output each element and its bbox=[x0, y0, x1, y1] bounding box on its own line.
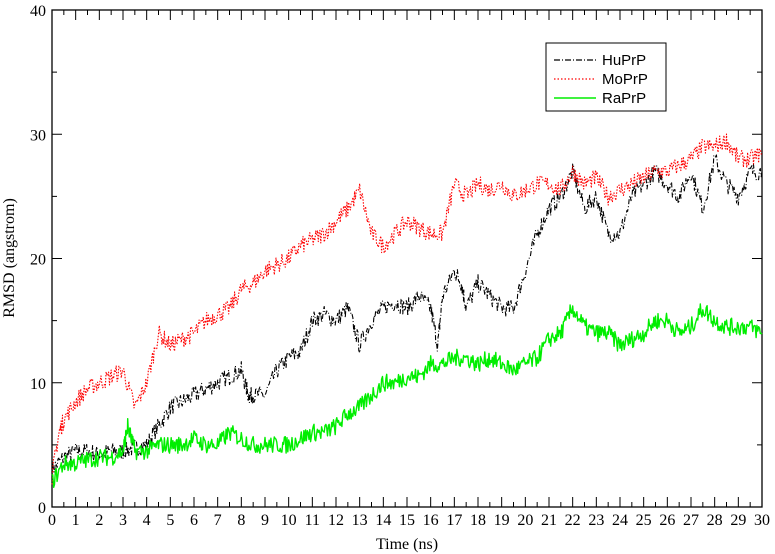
x-tick-label: 9 bbox=[261, 512, 269, 529]
x-tick-label: 16 bbox=[423, 512, 439, 529]
y-tick-label: 20 bbox=[30, 252, 46, 269]
y-tick-label: 0 bbox=[38, 500, 46, 517]
x-tick-label: 0 bbox=[48, 512, 56, 529]
legend-box bbox=[545, 42, 667, 112]
y-tick-label: 30 bbox=[30, 127, 46, 144]
x-tick-label: 30 bbox=[754, 512, 770, 529]
x-tick-label: 22 bbox=[565, 512, 581, 529]
x-tick-label: 7 bbox=[214, 512, 222, 529]
x-tick-label: 25 bbox=[636, 512, 652, 529]
x-tick-label: 29 bbox=[730, 512, 746, 529]
series-line-moprp bbox=[51, 133, 763, 485]
legend-label-raprp: RaPrP bbox=[602, 90, 646, 107]
x-tick-label: 23 bbox=[588, 512, 604, 529]
x-tick-label: 6 bbox=[190, 512, 198, 529]
x-tick-label: 14 bbox=[375, 512, 391, 529]
x-tick-label: 4 bbox=[143, 512, 151, 529]
series-line-raprp bbox=[51, 303, 763, 488]
axis-ticks: 0 1 2 3 4 5 6 7 8 9 10 11 12 13 14 15 16 17 18 19 20 21 22 23 24… bbox=[30, 3, 770, 529]
x-tick-label: 28 bbox=[707, 512, 723, 529]
x-tick-label: 21 bbox=[541, 512, 557, 529]
x-tick-label: 27 bbox=[683, 512, 699, 529]
x-tick-label: 2 bbox=[95, 512, 103, 529]
series-line-huprp bbox=[51, 154, 763, 479]
x-tick-label: 12 bbox=[328, 512, 344, 529]
x-tick-label: 26 bbox=[659, 512, 675, 529]
x-tick-label: 13 bbox=[352, 512, 368, 529]
x-tick-label: 10 bbox=[281, 512, 297, 529]
x-tick-label: 17 bbox=[446, 512, 462, 529]
x-tick-label: 15 bbox=[399, 512, 415, 529]
x-tick-label: 18 bbox=[470, 512, 486, 529]
x-tick-label: 3 bbox=[119, 512, 127, 529]
legend-label-moprp: MoPrP bbox=[602, 71, 648, 88]
x-tick-label: 5 bbox=[166, 512, 174, 529]
x-axis-title: Time (ns) bbox=[376, 536, 438, 553]
legend: HuPrP MoPrP RaPrP bbox=[545, 42, 667, 112]
x-tick-label: 1 bbox=[72, 512, 80, 529]
y-tick-label: 10 bbox=[30, 376, 46, 393]
y-tick-label: 40 bbox=[30, 3, 46, 20]
x-tick-label: 20 bbox=[517, 512, 533, 529]
x-tick-label: 24 bbox=[612, 512, 628, 529]
x-tick-label: 19 bbox=[494, 512, 510, 529]
x-tick-label: 8 bbox=[237, 512, 245, 529]
series-layer bbox=[51, 133, 763, 488]
y-axis-title: RMSD (angstrom) bbox=[1, 198, 18, 318]
legend-label-huprp: HuPrP bbox=[602, 52, 646, 69]
x-tick-label: 11 bbox=[305, 512, 320, 529]
